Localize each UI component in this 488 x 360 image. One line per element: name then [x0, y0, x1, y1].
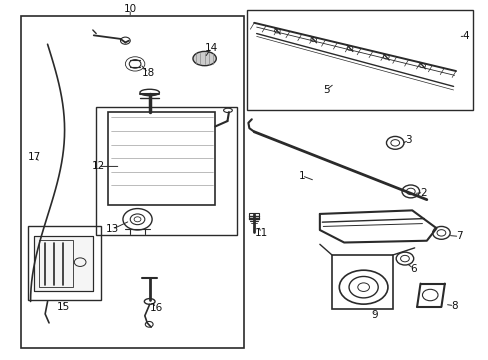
Text: 3: 3 — [405, 135, 411, 145]
Text: 7: 7 — [455, 231, 462, 242]
Text: 14: 14 — [204, 43, 218, 53]
Text: 1: 1 — [298, 171, 305, 181]
Text: 18: 18 — [142, 68, 155, 78]
Text: 8: 8 — [450, 301, 457, 311]
Text: 17: 17 — [28, 152, 41, 162]
Text: 9: 9 — [371, 310, 377, 320]
Text: 6: 6 — [409, 264, 416, 274]
Text: 2: 2 — [419, 188, 426, 198]
Text: 16: 16 — [149, 303, 163, 313]
Text: 11: 11 — [254, 228, 267, 238]
Text: 5: 5 — [322, 85, 329, 95]
Text: 4: 4 — [462, 31, 468, 41]
Ellipse shape — [193, 51, 216, 66]
Text: 10: 10 — [123, 4, 137, 14]
Text: 13: 13 — [105, 224, 119, 234]
Text: 12: 12 — [92, 161, 105, 171]
Polygon shape — [34, 237, 93, 291]
Text: 15: 15 — [57, 302, 70, 312]
